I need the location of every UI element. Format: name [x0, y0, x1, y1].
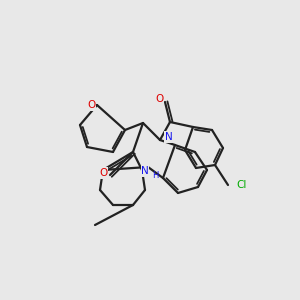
Text: Cl: Cl — [236, 180, 246, 190]
Text: H: H — [152, 170, 158, 179]
Text: O: O — [87, 100, 95, 110]
Text: N: N — [165, 132, 173, 142]
Text: N: N — [141, 166, 149, 176]
Text: O: O — [99, 168, 107, 178]
Text: O: O — [155, 94, 163, 104]
